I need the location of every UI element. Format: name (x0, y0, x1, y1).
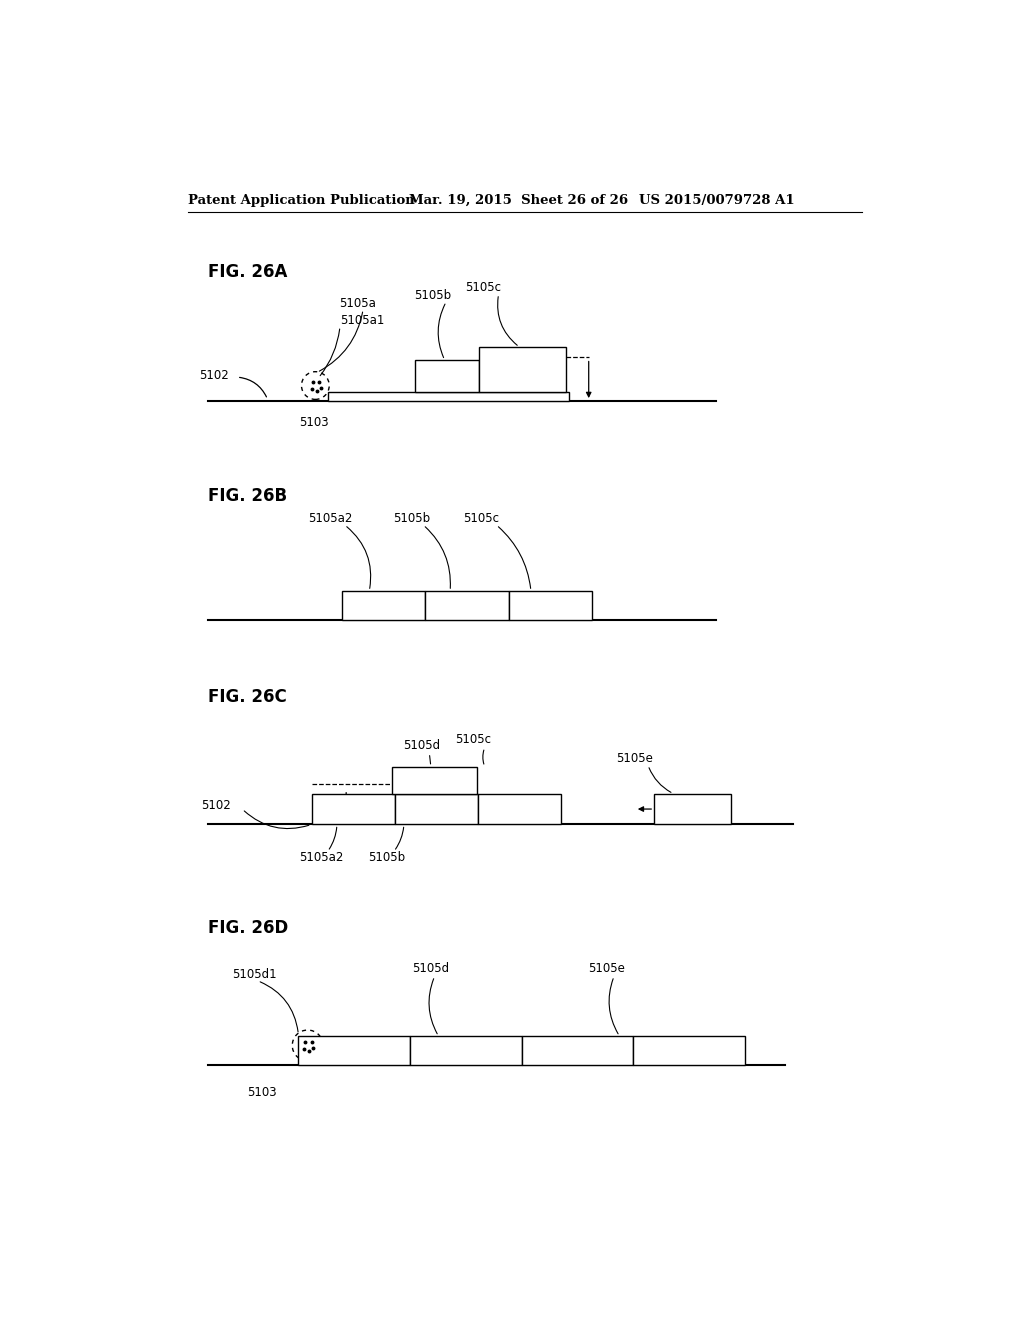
Text: 5105c: 5105c (465, 281, 501, 294)
Text: 5105e: 5105e (616, 752, 653, 766)
Text: FIG. 26D: FIG. 26D (208, 920, 288, 937)
Text: 5102: 5102 (200, 370, 229, 381)
Text: 5105e: 5105e (588, 962, 625, 975)
Text: FIG. 26C: FIG. 26C (208, 689, 287, 706)
Text: 5105c: 5105c (463, 512, 499, 525)
Text: 5105a2: 5105a2 (299, 851, 344, 865)
Text: 5105b: 5105b (415, 289, 452, 302)
Text: Mar. 19, 2015  Sheet 26 of 26: Mar. 19, 2015 Sheet 26 of 26 (410, 194, 629, 207)
Text: FIG. 26B: FIG. 26B (208, 487, 287, 504)
Bar (298, 1036, 410, 1065)
Text: 5105b: 5105b (393, 512, 430, 525)
Text: US 2015/0079728 A1: US 2015/0079728 A1 (639, 194, 795, 207)
Text: 5102: 5102 (201, 799, 230, 812)
Text: 5105d: 5105d (413, 962, 450, 975)
Bar (392, 767, 477, 793)
Bar (425, 591, 509, 620)
Bar (394, 793, 478, 825)
Text: FIG. 26A: FIG. 26A (208, 264, 287, 281)
Bar (478, 347, 565, 392)
Bar (410, 1036, 521, 1065)
Bar (416, 360, 478, 392)
Text: Patent Application Publication: Patent Application Publication (188, 194, 415, 207)
Text: 5105d: 5105d (403, 739, 440, 751)
Text: 5105b: 5105b (368, 851, 404, 865)
Bar (311, 793, 394, 825)
Text: 5105c: 5105c (456, 733, 492, 746)
Text: 5103: 5103 (247, 1086, 276, 1100)
Text: 5103: 5103 (299, 416, 329, 429)
Text: 5105d1: 5105d1 (232, 968, 276, 981)
Text: 5105a: 5105a (339, 297, 376, 310)
Bar (342, 591, 425, 620)
Text: 5105a2: 5105a2 (308, 512, 353, 525)
Text: 5105a1: 5105a1 (340, 314, 384, 326)
Bar (521, 1036, 634, 1065)
Bar (478, 793, 561, 825)
Bar (329, 392, 569, 401)
Bar (654, 793, 731, 825)
Bar (634, 1036, 745, 1065)
Bar (509, 591, 592, 620)
